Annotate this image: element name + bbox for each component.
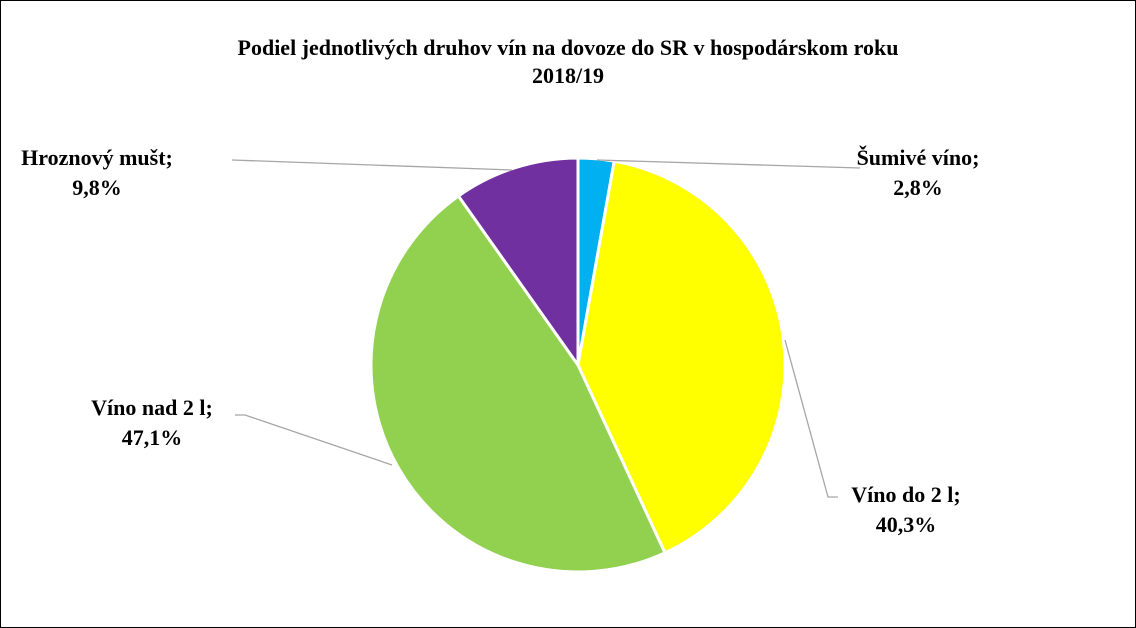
leader-line [235,414,393,466]
value-label: 2,8% [893,175,943,200]
label-separator: ; [972,145,979,170]
value-label: 40,3% [876,512,937,537]
label-separator: ; [166,145,173,170]
value-label: 9,8% [72,175,122,200]
data-label: Víno do 2 l; [851,482,960,507]
category-label: Šumivé víno [857,145,973,170]
pie-slice [576,159,787,555]
pie-slice [456,156,580,370]
category-label: Víno do 2 l [851,482,953,507]
chart-title: 2018/19 [532,63,604,88]
leader-line [231,159,513,171]
pie-slice [369,193,667,574]
value-label: 47,1% [122,425,183,450]
leader-line [784,339,838,498]
data-label: Víno nad 2 l; [91,395,213,420]
chart-title: Podiel jednotlivých druhov vín na dovoze… [238,35,899,60]
data-label: Hroznový mušt; [21,145,173,170]
label-separator: ; [206,395,213,420]
data-label: Šumivé víno; [857,145,980,170]
label-separator: ; [953,482,960,507]
category-label: Hroznový mušt [21,145,166,170]
leader-line [596,159,861,169]
category-label: Víno nad 2 l [91,395,205,420]
